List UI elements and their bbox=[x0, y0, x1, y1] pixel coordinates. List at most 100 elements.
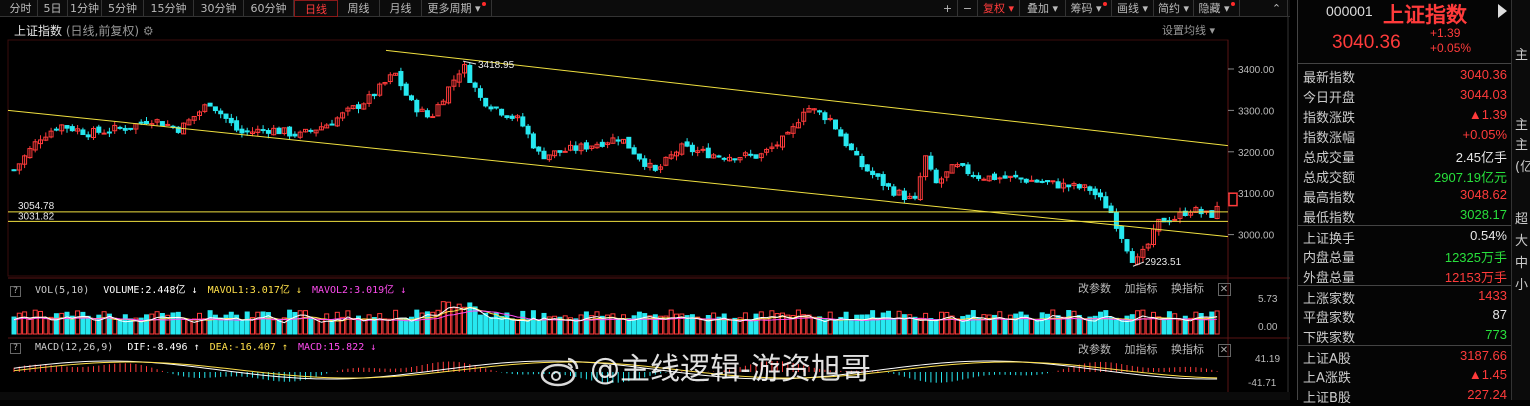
close-icon[interactable]: ✕ bbox=[1217, 344, 1231, 357]
quote-row-label: 指数涨幅 bbox=[1303, 131, 1356, 146]
period-tab-8[interactable]: 周线 bbox=[338, 0, 380, 17]
volume-bar bbox=[981, 314, 987, 335]
volume-bar bbox=[880, 312, 886, 335]
last-price: 3040.36 bbox=[1332, 32, 1401, 53]
volume-bar bbox=[435, 309, 441, 335]
tool-button-0[interactable]: + bbox=[938, 0, 958, 17]
tool-button-1[interactable]: − bbox=[958, 0, 978, 17]
candle-body bbox=[414, 99, 420, 113]
period-tab-3[interactable]: 5分钟 bbox=[102, 0, 144, 17]
vol-change-params[interactable]: 改参数 bbox=[1078, 282, 1111, 295]
period-tab-5[interactable]: 30分钟 bbox=[194, 0, 244, 17]
next-arrow-icon[interactable] bbox=[1498, 4, 1507, 18]
candle-body bbox=[1092, 188, 1098, 196]
candle-body bbox=[811, 108, 817, 111]
volume-bar bbox=[727, 318, 732, 335]
macd-axis-top: 41.19 bbox=[1255, 354, 1280, 365]
candle-body bbox=[992, 173, 997, 180]
y-tick-label: 3100.00 bbox=[1238, 189, 1275, 200]
volume-bar bbox=[939, 311, 944, 335]
tool-button-5[interactable]: 画线 ▾ bbox=[1112, 0, 1154, 17]
period-tab-10[interactable]: 更多周期 ▾ bbox=[422, 0, 492, 17]
indicator-tab-strip[interactable] bbox=[0, 392, 1290, 400]
candle-body bbox=[573, 145, 579, 151]
candle-body bbox=[764, 148, 770, 153]
candle-body bbox=[923, 155, 929, 178]
volume-bar bbox=[419, 312, 425, 335]
quote-row: 总成交额 2907.19亿元 bbox=[1298, 165, 1511, 186]
tool-button-3[interactable]: 叠加 ▾ bbox=[1020, 0, 1066, 17]
volume-bar bbox=[75, 310, 81, 335]
tool-button-2[interactable]: 复权 ▾ bbox=[978, 0, 1020, 17]
macd-change-params[interactable]: 改参数 bbox=[1078, 343, 1111, 356]
volume-bar bbox=[287, 309, 293, 335]
tool-button-4[interactable]: 筹码 ▾ bbox=[1066, 0, 1112, 17]
candle-body bbox=[1055, 181, 1061, 189]
mavol2-line bbox=[13, 310, 1218, 322]
volume-bar bbox=[16, 312, 22, 335]
tool-button-6[interactable]: 简约 ▾ bbox=[1154, 0, 1194, 17]
vol-add-indicator[interactable]: 加指标 bbox=[1124, 282, 1158, 295]
candle-body bbox=[165, 123, 171, 126]
candle-body bbox=[568, 144, 573, 151]
notification-dot bbox=[1230, 2, 1235, 6]
volume-bar bbox=[1050, 309, 1056, 335]
macd-switch-indicator[interactable]: 换指标 bbox=[1171, 343, 1204, 356]
volume-bar bbox=[1098, 311, 1103, 335]
period-tab-0[interactable]: 分时 bbox=[4, 0, 38, 17]
volume-bar bbox=[1092, 315, 1098, 335]
ma-settings-button[interactable]: 设置均线 ▾ bbox=[1162, 24, 1216, 37]
candle-body bbox=[324, 124, 330, 129]
volume-bar bbox=[541, 312, 547, 335]
macd-add-indicator[interactable]: 加指标 bbox=[1124, 343, 1158, 356]
tool-label: 筹码 bbox=[1070, 2, 1093, 15]
volume-bar bbox=[366, 314, 372, 335]
candle-body bbox=[737, 156, 743, 161]
period-tab-1[interactable]: 5日 bbox=[38, 0, 68, 17]
ma-settings-label: 设置均线 bbox=[1162, 24, 1206, 37]
period-tab-9[interactable]: 月线 bbox=[380, 0, 422, 17]
candle-body bbox=[64, 125, 70, 129]
candle-body bbox=[1050, 180, 1056, 183]
volume-bar bbox=[986, 314, 992, 335]
low-label: 2923.51 bbox=[1145, 257, 1182, 268]
candle-body bbox=[1098, 192, 1103, 198]
volume-bar bbox=[774, 313, 780, 335]
candle-body bbox=[917, 176, 923, 201]
candle-body bbox=[848, 143, 854, 151]
collapse-up-icon[interactable]: ⌃ bbox=[1266, 0, 1288, 17]
volume-bar bbox=[207, 310, 213, 335]
volume-bar bbox=[944, 311, 950, 335]
candle-body bbox=[530, 133, 536, 149]
period-tab-7[interactable]: 日线 bbox=[294, 0, 338, 17]
volume-bar bbox=[716, 316, 722, 335]
candle-body bbox=[239, 128, 245, 134]
candle-body bbox=[356, 104, 361, 109]
settings-gear-icon[interactable]: ⚙ bbox=[142, 24, 154, 38]
quote-row-label: 上涨家数 bbox=[1303, 292, 1356, 307]
candle-body bbox=[91, 127, 96, 139]
volume-bar bbox=[875, 317, 881, 335]
candle-body bbox=[393, 72, 399, 76]
candle-body bbox=[689, 144, 695, 153]
quote-row: 上证A股 3187.66 bbox=[1298, 345, 1511, 367]
help-icon[interactable]: ? bbox=[10, 343, 21, 354]
vol-switch-indicator[interactable]: 换指标 bbox=[1171, 282, 1204, 295]
quote-row-value: 1433 bbox=[1478, 288, 1507, 303]
period-tab-2[interactable]: 1分钟 bbox=[68, 0, 102, 17]
candle-body bbox=[59, 124, 65, 132]
quote-row: 指数涨跌 ▲1.39 bbox=[1298, 105, 1511, 126]
volume-bar bbox=[1113, 317, 1119, 335]
volume-bar bbox=[424, 311, 430, 335]
candle-body bbox=[1145, 243, 1151, 249]
tool-button-7[interactable]: 隐藏 ▾ bbox=[1194, 0, 1240, 17]
edge-label: 小 bbox=[1515, 278, 1529, 293]
period-tab-6[interactable]: 60分钟 bbox=[244, 0, 294, 17]
close-icon[interactable]: ✕ bbox=[1217, 283, 1231, 296]
help-icon[interactable]: ? bbox=[10, 286, 21, 297]
volume-bar bbox=[1156, 316, 1162, 335]
volume-panel-tools: 改参数 加指标 换指标 ✕ bbox=[1078, 280, 1241, 296]
volume-bar bbox=[748, 319, 754, 335]
period-tab-4[interactable]: 15分钟 bbox=[144, 0, 194, 17]
quote-row-label: 下跌家数 bbox=[1303, 331, 1356, 346]
